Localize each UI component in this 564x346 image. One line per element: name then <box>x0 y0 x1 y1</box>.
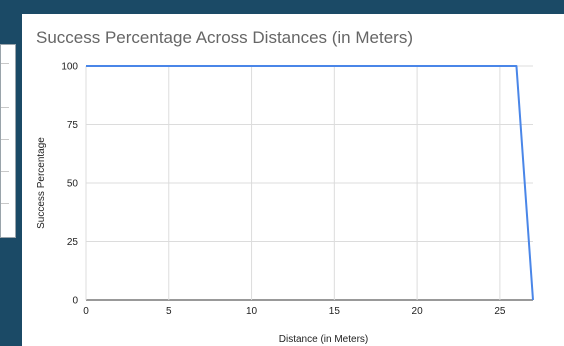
x-tick-label: 20 <box>412 306 424 317</box>
x-axis-title: Distance (in Meters) <box>279 334 368 345</box>
y-tick-label: 100 <box>61 62 78 73</box>
x-tick-label: 10 <box>246 306 258 317</box>
y-tick-label: 0 <box>72 296 78 307</box>
y-tick-label: 50 <box>67 179 79 190</box>
line-chart: 0 25 50 75 100 0 5 10 15 20 25 Distance (in Meters)… <box>36 62 534 345</box>
x-tick-label: 25 <box>494 306 506 317</box>
x-tick-label: 0 <box>83 306 89 317</box>
x-tick-label: 5 <box>166 306 172 317</box>
y-axis-title: Success Percentage <box>36 137 47 229</box>
background-window-fragment <box>0 44 16 238</box>
chart-card: Success Percentage Across Distances (in … <box>22 14 564 346</box>
y-tick-label: 25 <box>67 237 79 248</box>
y-tick-label: 75 <box>67 120 79 131</box>
chart-title: Success Percentage Across Distances (in … <box>36 28 413 47</box>
x-tick-label: 15 <box>329 306 341 317</box>
series-line <box>86 65 534 301</box>
